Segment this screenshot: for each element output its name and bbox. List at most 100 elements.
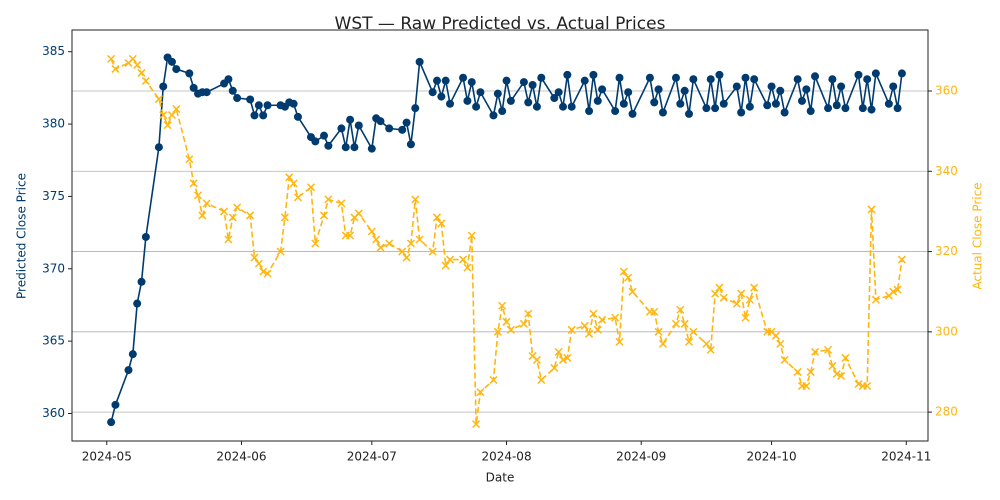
point-marker bbox=[202, 199, 211, 208]
point-marker bbox=[324, 141, 333, 150]
point-marker bbox=[867, 105, 876, 114]
point-marker bbox=[776, 86, 785, 95]
point-marker bbox=[489, 111, 498, 120]
point-marker bbox=[841, 104, 850, 113]
point-marker bbox=[897, 255, 906, 264]
point-marker bbox=[128, 350, 137, 359]
y2-tick-label: 340 bbox=[935, 164, 958, 178]
point-marker bbox=[385, 239, 394, 248]
point-marker bbox=[437, 219, 446, 228]
point-marker bbox=[832, 369, 841, 379]
point-marker bbox=[367, 227, 376, 236]
point-marker bbox=[354, 209, 363, 218]
x-tick-label: 2024-05 bbox=[82, 450, 132, 464]
point-marker bbox=[415, 235, 424, 244]
point-marker bbox=[763, 101, 772, 110]
point-marker bbox=[172, 65, 181, 74]
point-marker bbox=[589, 70, 598, 79]
point-marker bbox=[593, 325, 602, 334]
x-tick-label: 2024-07 bbox=[347, 450, 397, 464]
point-marker bbox=[263, 101, 272, 110]
point-marker bbox=[654, 327, 663, 336]
point-marker bbox=[124, 366, 133, 375]
point-marker bbox=[428, 247, 437, 256]
point-marker bbox=[750, 75, 759, 84]
point-marker bbox=[619, 267, 628, 276]
point-marker bbox=[224, 75, 233, 84]
point-marker bbox=[745, 102, 754, 111]
point-marker bbox=[246, 211, 255, 220]
point-marker bbox=[398, 247, 407, 256]
point-marker bbox=[476, 388, 485, 397]
point-marker bbox=[167, 57, 176, 66]
point-marker bbox=[524, 98, 533, 107]
point-marker bbox=[189, 179, 198, 188]
point-marker bbox=[585, 107, 594, 116]
point-marker bbox=[680, 86, 689, 95]
point-marker bbox=[128, 54, 137, 63]
point-marker bbox=[519, 319, 528, 328]
point-marker bbox=[189, 83, 198, 92]
point-marker bbox=[628, 287, 637, 296]
point-marker bbox=[806, 107, 815, 116]
x-tick-label: 2024-06 bbox=[216, 450, 266, 464]
point-marker bbox=[376, 117, 385, 126]
y2-axis-label: Actual Close Price bbox=[971, 182, 985, 289]
point-marker bbox=[432, 76, 441, 85]
x-tick-label: 2024-09 bbox=[616, 450, 666, 464]
point-marker bbox=[228, 213, 237, 222]
point-marker bbox=[715, 283, 724, 292]
point-marker bbox=[598, 315, 607, 324]
point-marker bbox=[259, 111, 268, 120]
point-marker bbox=[776, 339, 785, 348]
point-marker bbox=[137, 277, 146, 286]
x-tick-label: 2024-08 bbox=[481, 450, 531, 464]
point-marker bbox=[111, 64, 120, 73]
point-marker bbox=[319, 211, 329, 220]
point-marker bbox=[276, 247, 285, 256]
point-marker bbox=[463, 263, 472, 272]
point-marker bbox=[771, 331, 780, 340]
x-tick-label: 2024-11 bbox=[881, 450, 931, 464]
point-marker bbox=[671, 73, 680, 82]
point-marker bbox=[289, 179, 298, 188]
point-marker bbox=[650, 98, 659, 107]
point-marker bbox=[563, 70, 572, 79]
point-marker bbox=[585, 329, 594, 338]
point-marker bbox=[702, 339, 711, 348]
point-marker bbox=[793, 75, 802, 84]
point-marker bbox=[797, 96, 806, 105]
point-marker bbox=[402, 253, 411, 262]
point-marker bbox=[324, 195, 333, 204]
point-marker bbox=[459, 255, 468, 264]
point-marker bbox=[689, 327, 698, 336]
point-marker bbox=[411, 104, 420, 113]
point-marker bbox=[320, 131, 329, 140]
point-marker bbox=[706, 345, 715, 354]
point-marker bbox=[863, 381, 872, 391]
point-marker bbox=[250, 111, 259, 120]
point-marker bbox=[337, 124, 346, 133]
point-marker bbox=[802, 85, 811, 94]
point-marker bbox=[193, 191, 203, 200]
point-marker bbox=[741, 313, 750, 322]
point-marker bbox=[811, 72, 820, 81]
point-marker bbox=[676, 305, 685, 314]
point-marker bbox=[311, 239, 320, 248]
point-marker bbox=[159, 111, 168, 120]
point-marker bbox=[428, 88, 437, 97]
point-marker bbox=[502, 76, 511, 85]
point-marker bbox=[532, 355, 541, 364]
point-marker bbox=[233, 94, 242, 103]
point-marker bbox=[780, 355, 789, 364]
point-marker bbox=[163, 121, 172, 130]
x-tick-label: 2024-10 bbox=[747, 450, 797, 464]
point-marker bbox=[741, 73, 750, 82]
point-marker bbox=[567, 325, 576, 334]
y2-tick-label: 300 bbox=[935, 324, 958, 338]
point-marker bbox=[154, 143, 163, 152]
point-marker bbox=[467, 231, 476, 240]
point-marker bbox=[107, 54, 116, 63]
point-marker bbox=[506, 325, 515, 334]
point-marker bbox=[832, 101, 841, 110]
